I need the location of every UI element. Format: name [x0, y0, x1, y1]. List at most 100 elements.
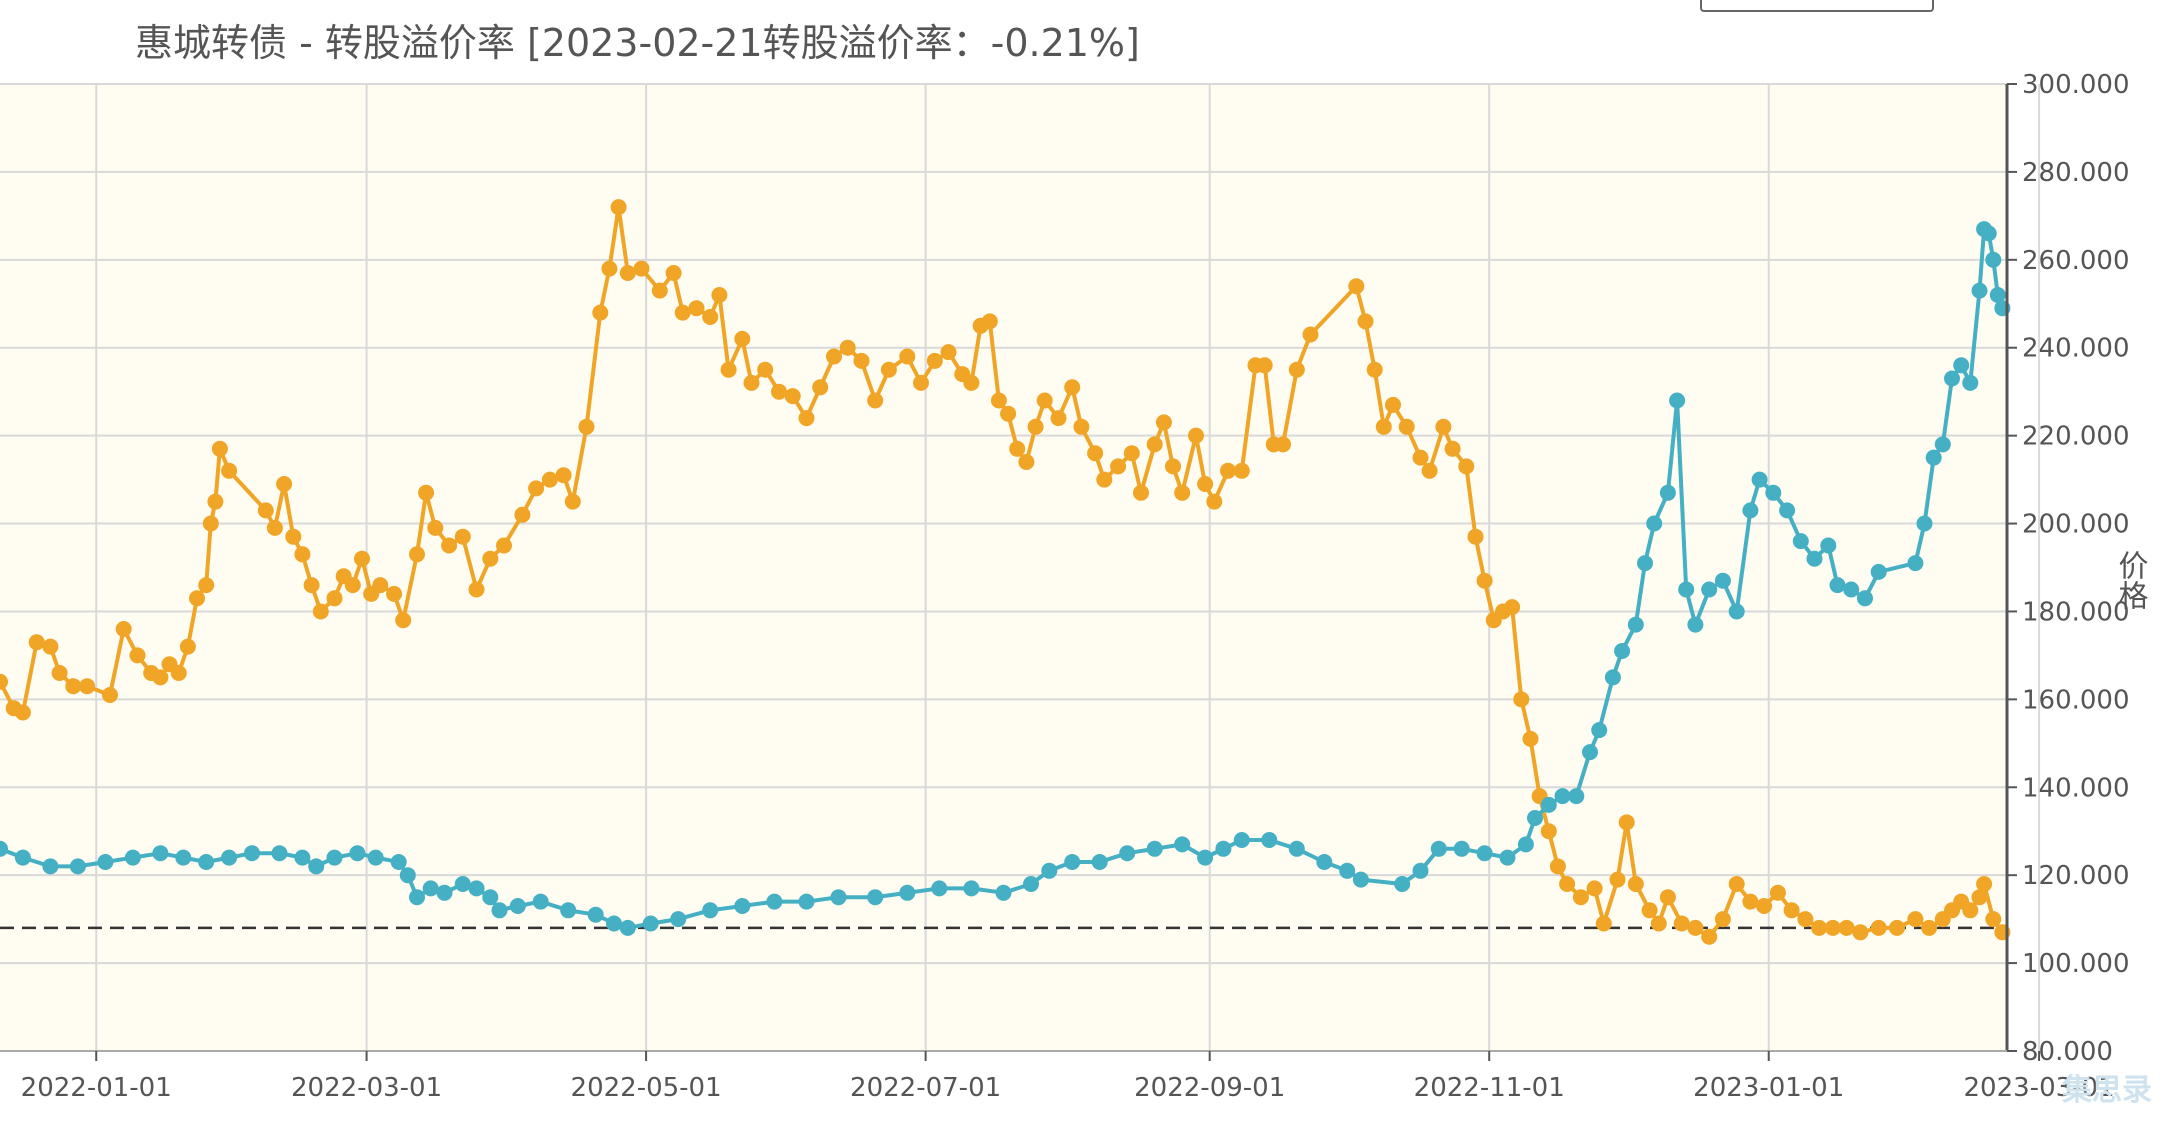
data-point[interactable] — [1669, 392, 1686, 409]
data-point[interactable] — [1549, 858, 1566, 875]
data-point[interactable] — [1499, 849, 1516, 866]
data-point[interactable] — [1586, 880, 1603, 897]
data-point[interactable] — [1522, 730, 1539, 747]
data-point[interactable] — [1458, 458, 1475, 475]
data-point[interactable] — [1430, 840, 1447, 857]
data-point[interactable] — [1728, 876, 1745, 892]
data-point[interactable] — [1797, 911, 1814, 928]
data-point[interactable] — [395, 612, 412, 629]
data-point[interactable] — [812, 379, 829, 396]
data-point[interactable] — [1582, 744, 1598, 761]
data-point[interactable] — [1009, 440, 1026, 457]
data-point[interactable] — [1348, 278, 1365, 295]
data-point[interactable] — [1751, 471, 1768, 488]
data-point[interactable] — [312, 603, 329, 620]
data-point[interactable] — [1513, 691, 1530, 708]
data-point[interactable] — [1980, 225, 1997, 242]
data-point[interactable] — [1953, 357, 1970, 374]
data-point[interactable] — [1096, 471, 1113, 488]
data-point[interactable] — [1637, 555, 1653, 572]
data-point[interactable] — [152, 669, 169, 686]
range-selector-button[interactable] — [1700, 0, 1934, 12]
data-point[interactable] — [1527, 810, 1543, 826]
data-point[interactable] — [1852, 924, 1869, 941]
data-point[interactable] — [0, 840, 8, 857]
data-point[interactable] — [1220, 462, 1236, 479]
data-point[interactable] — [1916, 515, 1933, 532]
data-point[interactable] — [913, 374, 929, 391]
data-point[interactable] — [257, 502, 274, 519]
data-point[interactable] — [963, 880, 980, 897]
data-point[interactable] — [1962, 902, 1979, 919]
data-point[interactable] — [578, 418, 595, 435]
data-point[interactable] — [1687, 919, 1704, 936]
data-point[interactable] — [839, 339, 856, 356]
data-point[interactable] — [1659, 889, 1676, 906]
data-point[interactable] — [97, 854, 114, 870]
data-point[interactable] — [1742, 893, 1759, 910]
data-point[interactable] — [592, 304, 609, 321]
data-point[interactable] — [1316, 854, 1333, 870]
data-point[interactable] — [42, 638, 59, 655]
data-point[interactable] — [509, 898, 526, 914]
data-point[interactable] — [285, 528, 302, 545]
data-point[interactable] — [826, 348, 842, 365]
data-point[interactable] — [1572, 889, 1589, 906]
data-point[interactable] — [1985, 251, 2002, 268]
data-point[interactable] — [326, 590, 343, 607]
data-point[interactable] — [354, 550, 370, 567]
data-point[interactable] — [1568, 788, 1585, 805]
data-point[interactable] — [427, 519, 444, 536]
data-point[interactable] — [28, 634, 45, 651]
data-point[interactable] — [981, 313, 998, 330]
data-point[interactable] — [386, 585, 403, 602]
data-point[interactable] — [51, 665, 68, 681]
data-point[interactable] — [170, 665, 187, 681]
data-point[interactable] — [1595, 915, 1612, 932]
data-point[interactable] — [1036, 392, 1053, 409]
data-point[interactable] — [1673, 915, 1690, 932]
data-point[interactable] — [784, 388, 801, 405]
data-point[interactable] — [771, 383, 787, 400]
data-point[interactable] — [1714, 572, 1731, 589]
data-point[interactable] — [720, 361, 737, 378]
data-point[interactable] — [14, 704, 31, 721]
data-point[interactable] — [1604, 669, 1621, 686]
data-point[interactable] — [344, 577, 361, 594]
data-point[interactable] — [1018, 454, 1035, 470]
data-point[interactable] — [1627, 876, 1644, 892]
data-point[interactable] — [1857, 590, 1873, 607]
data-point[interactable] — [367, 849, 384, 866]
data-point[interactable] — [1233, 462, 1250, 479]
data-point[interactable] — [1907, 911, 1924, 928]
data-point[interactable] — [651, 282, 668, 299]
data-point[interactable] — [1554, 788, 1571, 805]
data-point[interactable] — [1123, 445, 1140, 462]
data-point[interactable] — [1110, 458, 1127, 475]
data-point[interactable] — [436, 884, 453, 901]
data-point[interactable] — [798, 410, 815, 427]
data-point[interactable] — [221, 849, 238, 866]
data-point[interactable] — [1989, 287, 2006, 303]
data-point[interactable] — [665, 265, 682, 281]
data-point[interactable] — [491, 902, 508, 919]
data-point[interactable] — [1375, 418, 1392, 435]
data-point[interactable] — [1146, 840, 1163, 857]
data-point[interactable] — [1476, 572, 1493, 589]
data-point[interactable] — [1275, 436, 1291, 453]
data-point[interactable] — [766, 893, 783, 910]
data-point[interactable] — [271, 845, 288, 862]
data-point[interactable] — [1288, 840, 1305, 857]
data-point[interactable] — [610, 199, 627, 216]
data-point[interactable] — [674, 304, 691, 321]
data-point[interactable] — [1119, 845, 1136, 862]
data-point[interactable] — [1559, 876, 1576, 892]
data-point[interactable] — [1155, 414, 1172, 431]
data-point[interactable] — [202, 515, 219, 532]
data-point[interactable] — [1050, 410, 1067, 427]
data-point[interactable] — [1591, 722, 1608, 739]
data-point[interactable] — [1453, 840, 1470, 857]
data-point[interactable] — [1769, 884, 1786, 901]
data-point[interactable] — [496, 537, 512, 554]
data-point[interactable] — [152, 845, 169, 862]
